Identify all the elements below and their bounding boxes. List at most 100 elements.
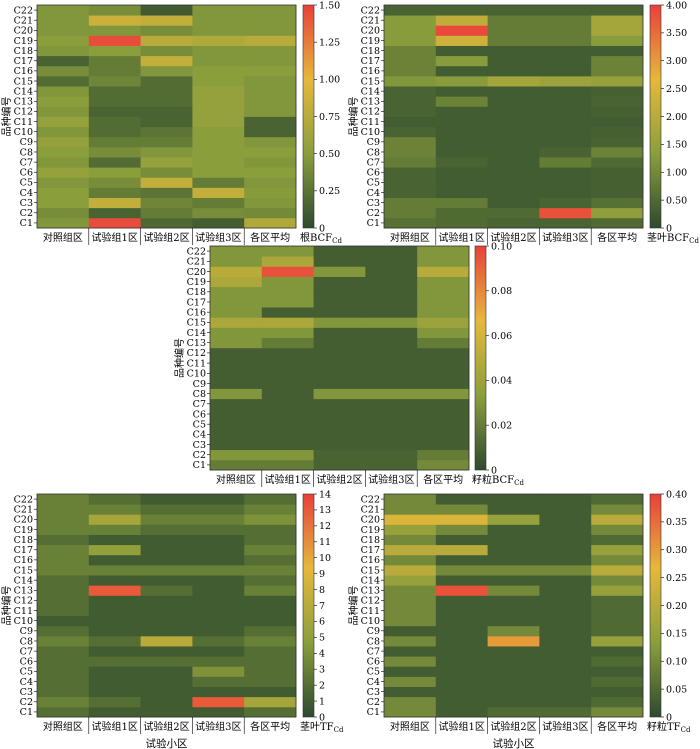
heatmap-cell — [140, 187, 193, 198]
heatmap-cell — [88, 625, 141, 637]
heatmap-cell — [365, 256, 418, 267]
heatmap-cell — [384, 187, 437, 198]
row-label: C22 — [187, 246, 206, 257]
heatmap-cell — [244, 35, 297, 46]
heatmap-cell — [210, 286, 263, 298]
row-label: C5 — [20, 667, 33, 678]
heatmap-cell — [591, 706, 644, 718]
heatmap-cell — [140, 177, 193, 188]
row-label: C17 — [14, 545, 33, 556]
heatmap-cell — [37, 595, 90, 606]
heatmap-cell — [88, 207, 141, 219]
heatmap-cell — [37, 136, 90, 148]
row-label: C17 — [14, 56, 33, 67]
heatmap-cell — [487, 207, 540, 219]
heatmap-cell — [140, 126, 193, 138]
heatmap-cell — [37, 96, 90, 107]
heatmap-cell — [539, 696, 592, 708]
heatmap-cell — [487, 5, 540, 16]
heatmap-cell — [384, 706, 437, 718]
heatmap-cell — [192, 615, 245, 627]
heatmap-cell — [37, 554, 90, 566]
heatmap-cell — [192, 15, 245, 26]
colorbar-tick-label: 0.20 — [666, 601, 687, 612]
column-label: 试验组2区 — [316, 473, 362, 486]
heatmap-cell — [487, 55, 540, 67]
heatmap-cell — [417, 388, 470, 400]
heatmap-cell — [539, 55, 592, 67]
heatmap-cell — [244, 605, 297, 617]
row-label: C10 — [187, 369, 206, 380]
row-label: C6 — [367, 657, 380, 668]
colorbar-title-main: 根BCF — [300, 231, 332, 244]
colorbar-tick-label: 7 — [319, 601, 325, 612]
heatmap-cell — [210, 296, 263, 308]
heatmap-cell — [140, 217, 193, 229]
colorbar-title: 籽粒TFCd — [647, 720, 691, 734]
heatmap-cell — [435, 217, 488, 229]
heatmap-cell — [384, 646, 437, 657]
heatmap-cell — [487, 126, 540, 138]
heatmap-cell — [365, 459, 418, 471]
heatmap-cell — [417, 307, 470, 318]
heatmap-cell — [435, 564, 488, 576]
heatmap-cell — [487, 595, 540, 606]
row-label: C3 — [367, 198, 380, 209]
heatmap-cell — [37, 187, 90, 198]
row-label: C18 — [361, 46, 380, 57]
heatmap-cell — [539, 35, 592, 46]
row-label: C19 — [361, 36, 380, 47]
row-label: C14 — [14, 86, 33, 97]
heatmap-cell — [140, 575, 193, 586]
colorbar-title-sub: Cd — [514, 479, 524, 487]
colorbar-title-sub: Cd — [334, 726, 344, 734]
heatmap-cell — [140, 494, 193, 505]
heatmap-cell — [384, 595, 437, 606]
row-label: C1 — [193, 460, 206, 471]
heatmap-cell — [244, 676, 297, 687]
row-label: C15 — [14, 76, 33, 87]
heatmap-cell — [384, 136, 437, 148]
colorbar-tick-label: 0.30 — [666, 545, 687, 556]
colorbar-title: 茎叶TFCd — [300, 721, 344, 734]
heatmap-cell — [88, 106, 141, 117]
heatmap-cell — [313, 419, 366, 430]
heatmap-cell — [88, 45, 141, 57]
heatmap-cell — [539, 494, 592, 505]
column-label: 对照组区 — [43, 720, 83, 733]
plot-frame — [383, 4, 644, 229]
row-label: C8 — [20, 147, 33, 158]
row-label: C1 — [20, 707, 33, 718]
heatmap-cell — [591, 187, 644, 198]
heatmap-cell — [140, 146, 193, 158]
heatmap-cell — [384, 207, 437, 219]
heatmap-cell — [244, 75, 297, 87]
colorbar — [649, 493, 662, 718]
heatmap-cell — [539, 75, 592, 87]
heatmap-cell — [384, 96, 437, 107]
heatmap-cell — [244, 5, 297, 16]
colorbar-tick-label: 8 — [319, 585, 325, 596]
heatmap-cell — [37, 686, 90, 698]
heatmap-cell — [192, 544, 245, 556]
row-label: C16 — [14, 66, 33, 77]
heatmap-cell — [244, 656, 297, 667]
heatmap-cell — [417, 266, 470, 277]
column-label: 试验组3区 — [542, 720, 588, 733]
column-label: 试验组3区 — [368, 473, 414, 486]
heatmap-cell — [244, 564, 297, 576]
heatmap-cell — [192, 635, 245, 647]
row-label: C3 — [367, 687, 380, 698]
heatmap-cell — [261, 266, 314, 277]
heatmap-cell — [192, 75, 245, 87]
heatmap-cell — [435, 686, 488, 698]
heatmap-cell — [140, 625, 193, 637]
heatmap-cell — [244, 86, 297, 97]
heatmap-cell — [435, 706, 488, 718]
heatmap-cell — [210, 307, 263, 318]
row-label: C6 — [193, 409, 206, 420]
heatmap-cell — [384, 554, 437, 566]
heatmap-cell — [88, 35, 141, 46]
plot-frame — [383, 493, 644, 718]
heatmap-cell — [539, 605, 592, 617]
